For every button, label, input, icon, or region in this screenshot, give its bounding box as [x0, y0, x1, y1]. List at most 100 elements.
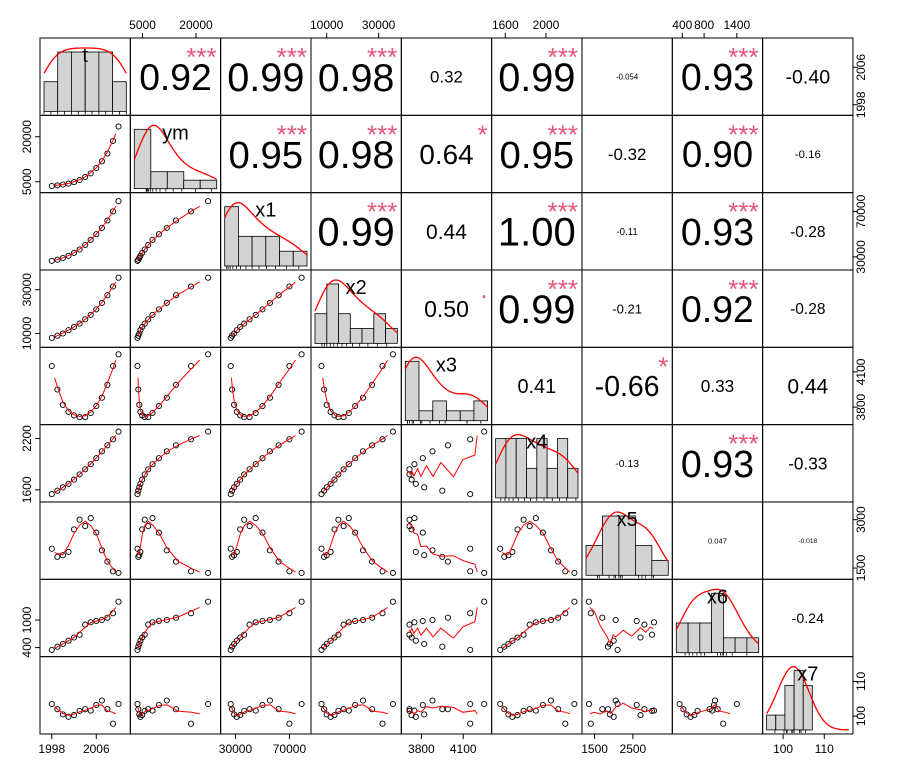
scatter-point-x2-t — [104, 292, 111, 299]
scatter-point-x5-x3 — [411, 515, 418, 522]
top-axis-label-x2: 10000 — [310, 18, 344, 32]
top-axis-label-ym: 5000 — [129, 18, 156, 32]
scatter-point-x2-x1 — [241, 320, 248, 327]
histogram-bar-x5 — [585, 545, 603, 576]
scatter-point-x4-ym — [155, 455, 162, 462]
scatter-point-x3-x1 — [298, 351, 305, 358]
scatter-point-x7-x6 — [676, 700, 683, 708]
panel-x7-x6 — [671, 656, 764, 735]
scatter-point-x4-t — [104, 442, 111, 449]
histogram-bar-x4 — [557, 438, 569, 499]
scatter-point-x6-x5 — [633, 617, 640, 625]
left-axis-label-x2: 30000 — [20, 273, 34, 307]
bottom-axis-label-x7: 100 — [773, 742, 793, 756]
scatter-point-x4-t — [70, 476, 78, 483]
scatter-point-x5-x3 — [419, 529, 426, 536]
scatter-point-x1-t — [98, 224, 105, 231]
panel-x7-x4 — [491, 656, 583, 735]
scatter-point-x7-x5 — [633, 701, 640, 709]
scatter-point-x7-t — [104, 706, 111, 713]
left-axis-label-ym: 5000 — [20, 168, 34, 195]
scatter-point-x3-ym — [172, 381, 180, 388]
scatter-point-x5-x2 — [340, 523, 347, 530]
correlation-value-x1-x5: -0.11 — [616, 227, 637, 238]
correlation-value-x2-x7: -0.28 — [790, 301, 825, 318]
scatter-point-x5-t — [65, 548, 72, 555]
significance-stars-ym-x4: *** — [548, 119, 578, 149]
scatter-point-x5-x2 — [323, 552, 330, 559]
density-curve-ym — [133, 124, 217, 180]
significance-stars-x1-x4: *** — [548, 197, 578, 227]
scatter-point-x1-t — [59, 254, 66, 262]
scatter-point-x7-x3 — [481, 700, 488, 708]
scatter-point-x7-x5 — [587, 720, 594, 727]
scatter-point-ym-t — [109, 137, 117, 144]
scatter-point-x5-x4 — [571, 569, 578, 576]
bottom-axis-label-t: 1998 — [38, 742, 65, 756]
scatter-point-x1-t — [76, 246, 83, 253]
scatter-point-x4-x3 — [429, 448, 436, 455]
smooth-line-x5-t — [54, 520, 117, 573]
scatter-point-x4-x2 — [379, 436, 386, 443]
histogram-bar-ym — [150, 171, 168, 190]
histogram-bar-x1 — [265, 235, 280, 267]
correlation-value-x2-x3: 0.50 — [424, 296, 469, 322]
variable-label-x2: x2 — [346, 277, 367, 299]
histogram-bar-x4 — [567, 467, 579, 499]
smooth-line-x6-x3 — [409, 607, 478, 639]
scatter-point-x6-t — [70, 634, 78, 641]
scatter-point-x4-t — [59, 484, 66, 491]
scatter-point-x6-ym — [136, 640, 143, 647]
scatter-point-x7-t — [98, 697, 105, 704]
scatter-point-x4-x1 — [227, 491, 234, 498]
scatter-point-x1-t — [48, 257, 55, 264]
smooth-line-x3-ym — [137, 359, 200, 418]
scatter-point-x5-x2 — [352, 529, 359, 536]
significance-stars-x2-x6: *** — [728, 274, 758, 304]
scatter-point-x4-t — [93, 455, 100, 462]
histogram-bar-t — [112, 81, 127, 112]
scatter-point-x3-ym — [149, 409, 156, 417]
scatter-point-x3-ym — [155, 402, 162, 410]
scatter-point-x4-t — [82, 466, 89, 473]
scatter-point-x4-x2 — [345, 461, 352, 468]
scatter-point-x2-x1 — [246, 316, 253, 323]
smooth-line-x6-x1 — [230, 606, 296, 649]
smooth-line-x7-x2 — [322, 704, 388, 716]
scatter-point-x5-t — [115, 569, 122, 576]
scatter-point-x7-x2 — [389, 700, 396, 708]
correlation-value-ym-x5: -0.32 — [608, 145, 647, 164]
correlation-value-x1-x2: 0.99 — [318, 211, 395, 255]
scatter-point-x4-x1 — [252, 461, 259, 468]
scatter-point-x4-ym — [136, 484, 143, 491]
variable-label-t: t — [82, 45, 88, 67]
scatter-point-x2-x1 — [233, 327, 240, 334]
scatter-point-x6-ym — [135, 643, 142, 650]
right-axis-label-x5: 1500 — [854, 554, 868, 581]
scatter-point-x4-ym — [205, 428, 212, 435]
scatter-point-x7-x2 — [321, 706, 328, 713]
correlation-value-x3-x5: -0.66 — [595, 371, 660, 403]
scatter-point-x7-x1 — [298, 700, 305, 708]
correlation-value-x5-x7: -0.018 — [798, 538, 817, 545]
scatter-point-x5-x4 — [526, 523, 533, 530]
variable-label-x1: x1 — [255, 200, 276, 222]
scatter-point-x2-x1 — [275, 292, 282, 299]
scatter-point-x6-x5 — [641, 621, 648, 628]
panel-ym-t — [39, 114, 131, 194]
panel-x4-x3 — [400, 424, 493, 503]
scatter-point-x7-x2 — [359, 697, 367, 704]
top-axis-label-x4: 2000 — [533, 18, 560, 32]
histogram-bar-x7 — [802, 685, 813, 731]
scatter-point-x2-t — [87, 311, 94, 318]
scatter-point-x4-x1 — [246, 466, 253, 473]
histogram-bar-x3 — [432, 400, 447, 422]
scatter-point-x3-x1 — [252, 409, 259, 417]
histogram-bar-x2 — [349, 328, 363, 344]
density-curve-t — [43, 47, 127, 74]
significance-stars-x1-x2: *** — [367, 197, 397, 227]
scatter-point-x1-ym — [141, 246, 148, 253]
scatter-point-x4-t — [65, 480, 72, 487]
scatter-point-x6-x5 — [648, 631, 656, 638]
